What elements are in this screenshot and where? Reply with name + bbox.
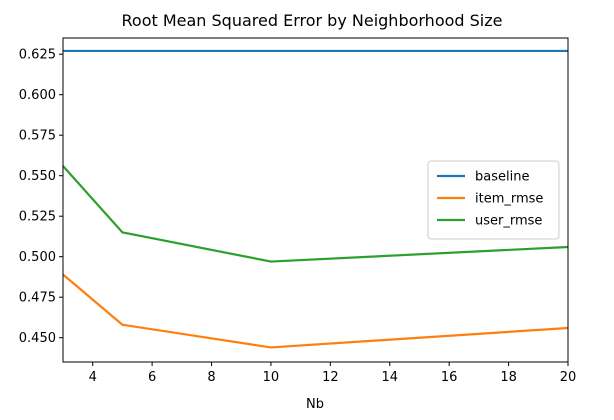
x-tick-label: 8 bbox=[207, 370, 215, 385]
y-tick-label: 0.625 bbox=[19, 48, 56, 63]
x-tick-label: 18 bbox=[500, 370, 517, 385]
plot-area bbox=[62, 49, 569, 349]
y-tick-label: 0.475 bbox=[19, 291, 56, 306]
y-tick-label: 0.575 bbox=[19, 129, 56, 144]
y-tick-label: 0.500 bbox=[19, 250, 56, 265]
legend-label: item_rmse bbox=[475, 192, 543, 207]
x-tick-label: 12 bbox=[322, 370, 339, 385]
x-tick-label: 14 bbox=[381, 370, 398, 385]
x-tick-label: 16 bbox=[441, 370, 458, 385]
x-tick-label: 4 bbox=[89, 370, 97, 385]
chart-title: Root Mean Squared Error by Neighborhood … bbox=[122, 11, 503, 30]
x-tick-label: 20 bbox=[560, 370, 577, 385]
y-tick-label: 0.525 bbox=[19, 210, 56, 225]
legend-label: user_rmse bbox=[475, 214, 542, 229]
axes: 4 6 8 10 12 14 16 18 20 0.450 0.475 0.500 0.525 0.550… bbox=[19, 37, 577, 385]
legend: baseline item_rmse user_rmse bbox=[427, 160, 560, 240]
x-tick-label: 10 bbox=[263, 370, 280, 385]
y-tick-label: 0.600 bbox=[19, 88, 56, 103]
x-tick-label: 6 bbox=[148, 370, 156, 385]
y-tick-label: 0.550 bbox=[19, 169, 56, 184]
series-line-user_rmse bbox=[62, 165, 569, 263]
legend-label: baseline bbox=[475, 170, 529, 185]
plot-frame bbox=[62, 37, 569, 363]
y-tick-label: 0.450 bbox=[19, 331, 56, 346]
series-line-item_rmse bbox=[62, 273, 569, 349]
x-axis-label: Nb bbox=[306, 397, 324, 412]
